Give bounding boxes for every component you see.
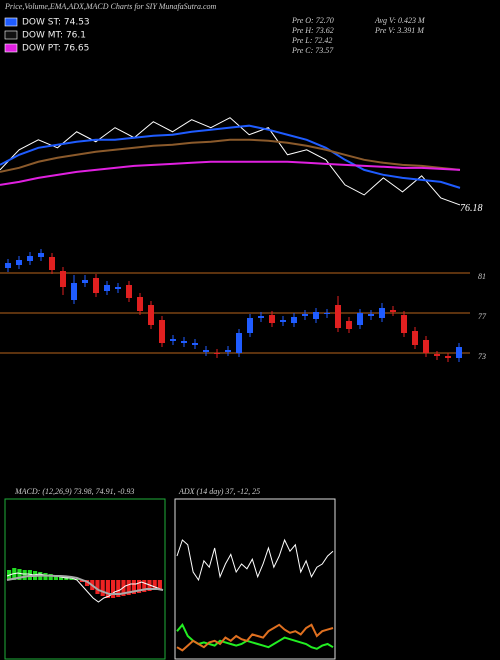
candle-body	[390, 310, 396, 312]
histogram-bar	[152, 580, 157, 590]
stat-label: Pre L: 72.42	[291, 36, 332, 45]
candle-body	[38, 253, 44, 257]
series-line	[6, 572, 164, 603]
series-line	[176, 538, 334, 582]
series-line	[176, 623, 334, 652]
histogram-bar	[137, 580, 142, 593]
series-line	[0, 117, 461, 206]
legend-label: DOW PT: 76.65	[22, 44, 89, 54]
stat-label: Pre V: 3.391 M	[374, 26, 425, 35]
candle-body	[280, 320, 286, 322]
candle-body	[115, 287, 121, 289]
candle-body	[93, 278, 99, 293]
candle-body	[379, 308, 385, 318]
histogram-bar	[95, 580, 100, 594]
legend-swatch	[4, 17, 18, 27]
histogram-bar	[48, 574, 53, 580]
candle-body	[258, 316, 264, 318]
page-title: Price,Volume,EMA,ADX,MACD Charts for SIY…	[4, 2, 217, 11]
candle-body	[192, 343, 198, 345]
candle-body	[104, 285, 110, 291]
candle-body	[401, 315, 407, 333]
legend-swatch	[4, 30, 18, 40]
candle-body	[247, 318, 253, 333]
candle-body	[335, 305, 341, 328]
candle-body	[137, 297, 143, 311]
candle-body	[445, 356, 451, 358]
histogram-bar	[105, 580, 110, 598]
candle-body	[225, 350, 231, 352]
series-line	[6, 574, 164, 595]
stat-label: Pre C: 73.57	[291, 46, 334, 55]
candle-body	[269, 315, 275, 323]
histogram-bar	[22, 570, 27, 580]
candle-body	[324, 313, 330, 314]
histogram-bar	[85, 580, 90, 586]
candle-body	[16, 260, 22, 265]
candle-body	[148, 305, 154, 325]
last-value-label: 76.18	[460, 203, 483, 214]
candle-body	[5, 263, 11, 268]
histogram-bar	[126, 580, 131, 595]
candle-body	[60, 271, 66, 287]
panel-title: MACD: (12,26,9) 73.98, 74.91, -0.93	[14, 487, 134, 496]
histogram-bar	[142, 580, 147, 592]
candle-body	[126, 285, 132, 298]
candle-body	[302, 314, 308, 316]
series-line	[0, 138, 461, 173]
candle-body	[203, 350, 209, 352]
legend-label: DOW MT: 76.1	[22, 31, 86, 41]
candle-body	[434, 354, 440, 356]
stat-label: Pre H: 73.62	[291, 26, 334, 35]
candle-body	[357, 313, 363, 325]
candle-body	[170, 339, 176, 341]
candle-body	[412, 331, 418, 345]
legend-swatch	[4, 43, 18, 53]
y-tick-label: 81	[478, 272, 486, 281]
candle-body	[71, 283, 77, 300]
candle-body	[159, 320, 165, 343]
series-line	[176, 622, 334, 650]
candle-body	[423, 340, 429, 353]
histogram-bar	[59, 576, 64, 580]
candle-body	[313, 312, 319, 319]
histogram-bar	[100, 580, 105, 596]
candle-body	[368, 314, 374, 316]
candle-body	[291, 317, 297, 323]
candle-body	[27, 256, 33, 261]
stat-label: Avg V: 0.423 M	[374, 16, 426, 25]
candle-body	[82, 280, 88, 283]
adx-frame	[174, 498, 336, 660]
candle-body	[236, 333, 242, 353]
series-line	[0, 124, 461, 189]
y-tick-label: 77	[478, 312, 487, 321]
panel-title: ADX (14 day) 37, -12, 25	[178, 487, 260, 496]
histogram-bar	[157, 580, 162, 589]
candle-body	[456, 347, 462, 358]
macd-frame	[4, 498, 166, 660]
stat-label: Pre O: 72.70	[291, 16, 334, 25]
histogram-bar	[79, 580, 84, 582]
candle-body	[346, 321, 352, 329]
histogram-bar	[53, 575, 58, 580]
candle-body	[181, 341, 187, 343]
histogram-bar	[69, 578, 74, 580]
y-tick-label: 73	[478, 352, 486, 361]
legend-label: DOW ST: 74.53	[22, 18, 90, 28]
histogram-bar	[131, 580, 136, 594]
histogram-bar	[111, 580, 116, 598]
histogram-bar	[116, 580, 121, 597]
candle-body	[214, 353, 220, 354]
candle-body	[49, 257, 55, 270]
histogram-bar	[17, 569, 22, 580]
series-line	[0, 160, 461, 186]
